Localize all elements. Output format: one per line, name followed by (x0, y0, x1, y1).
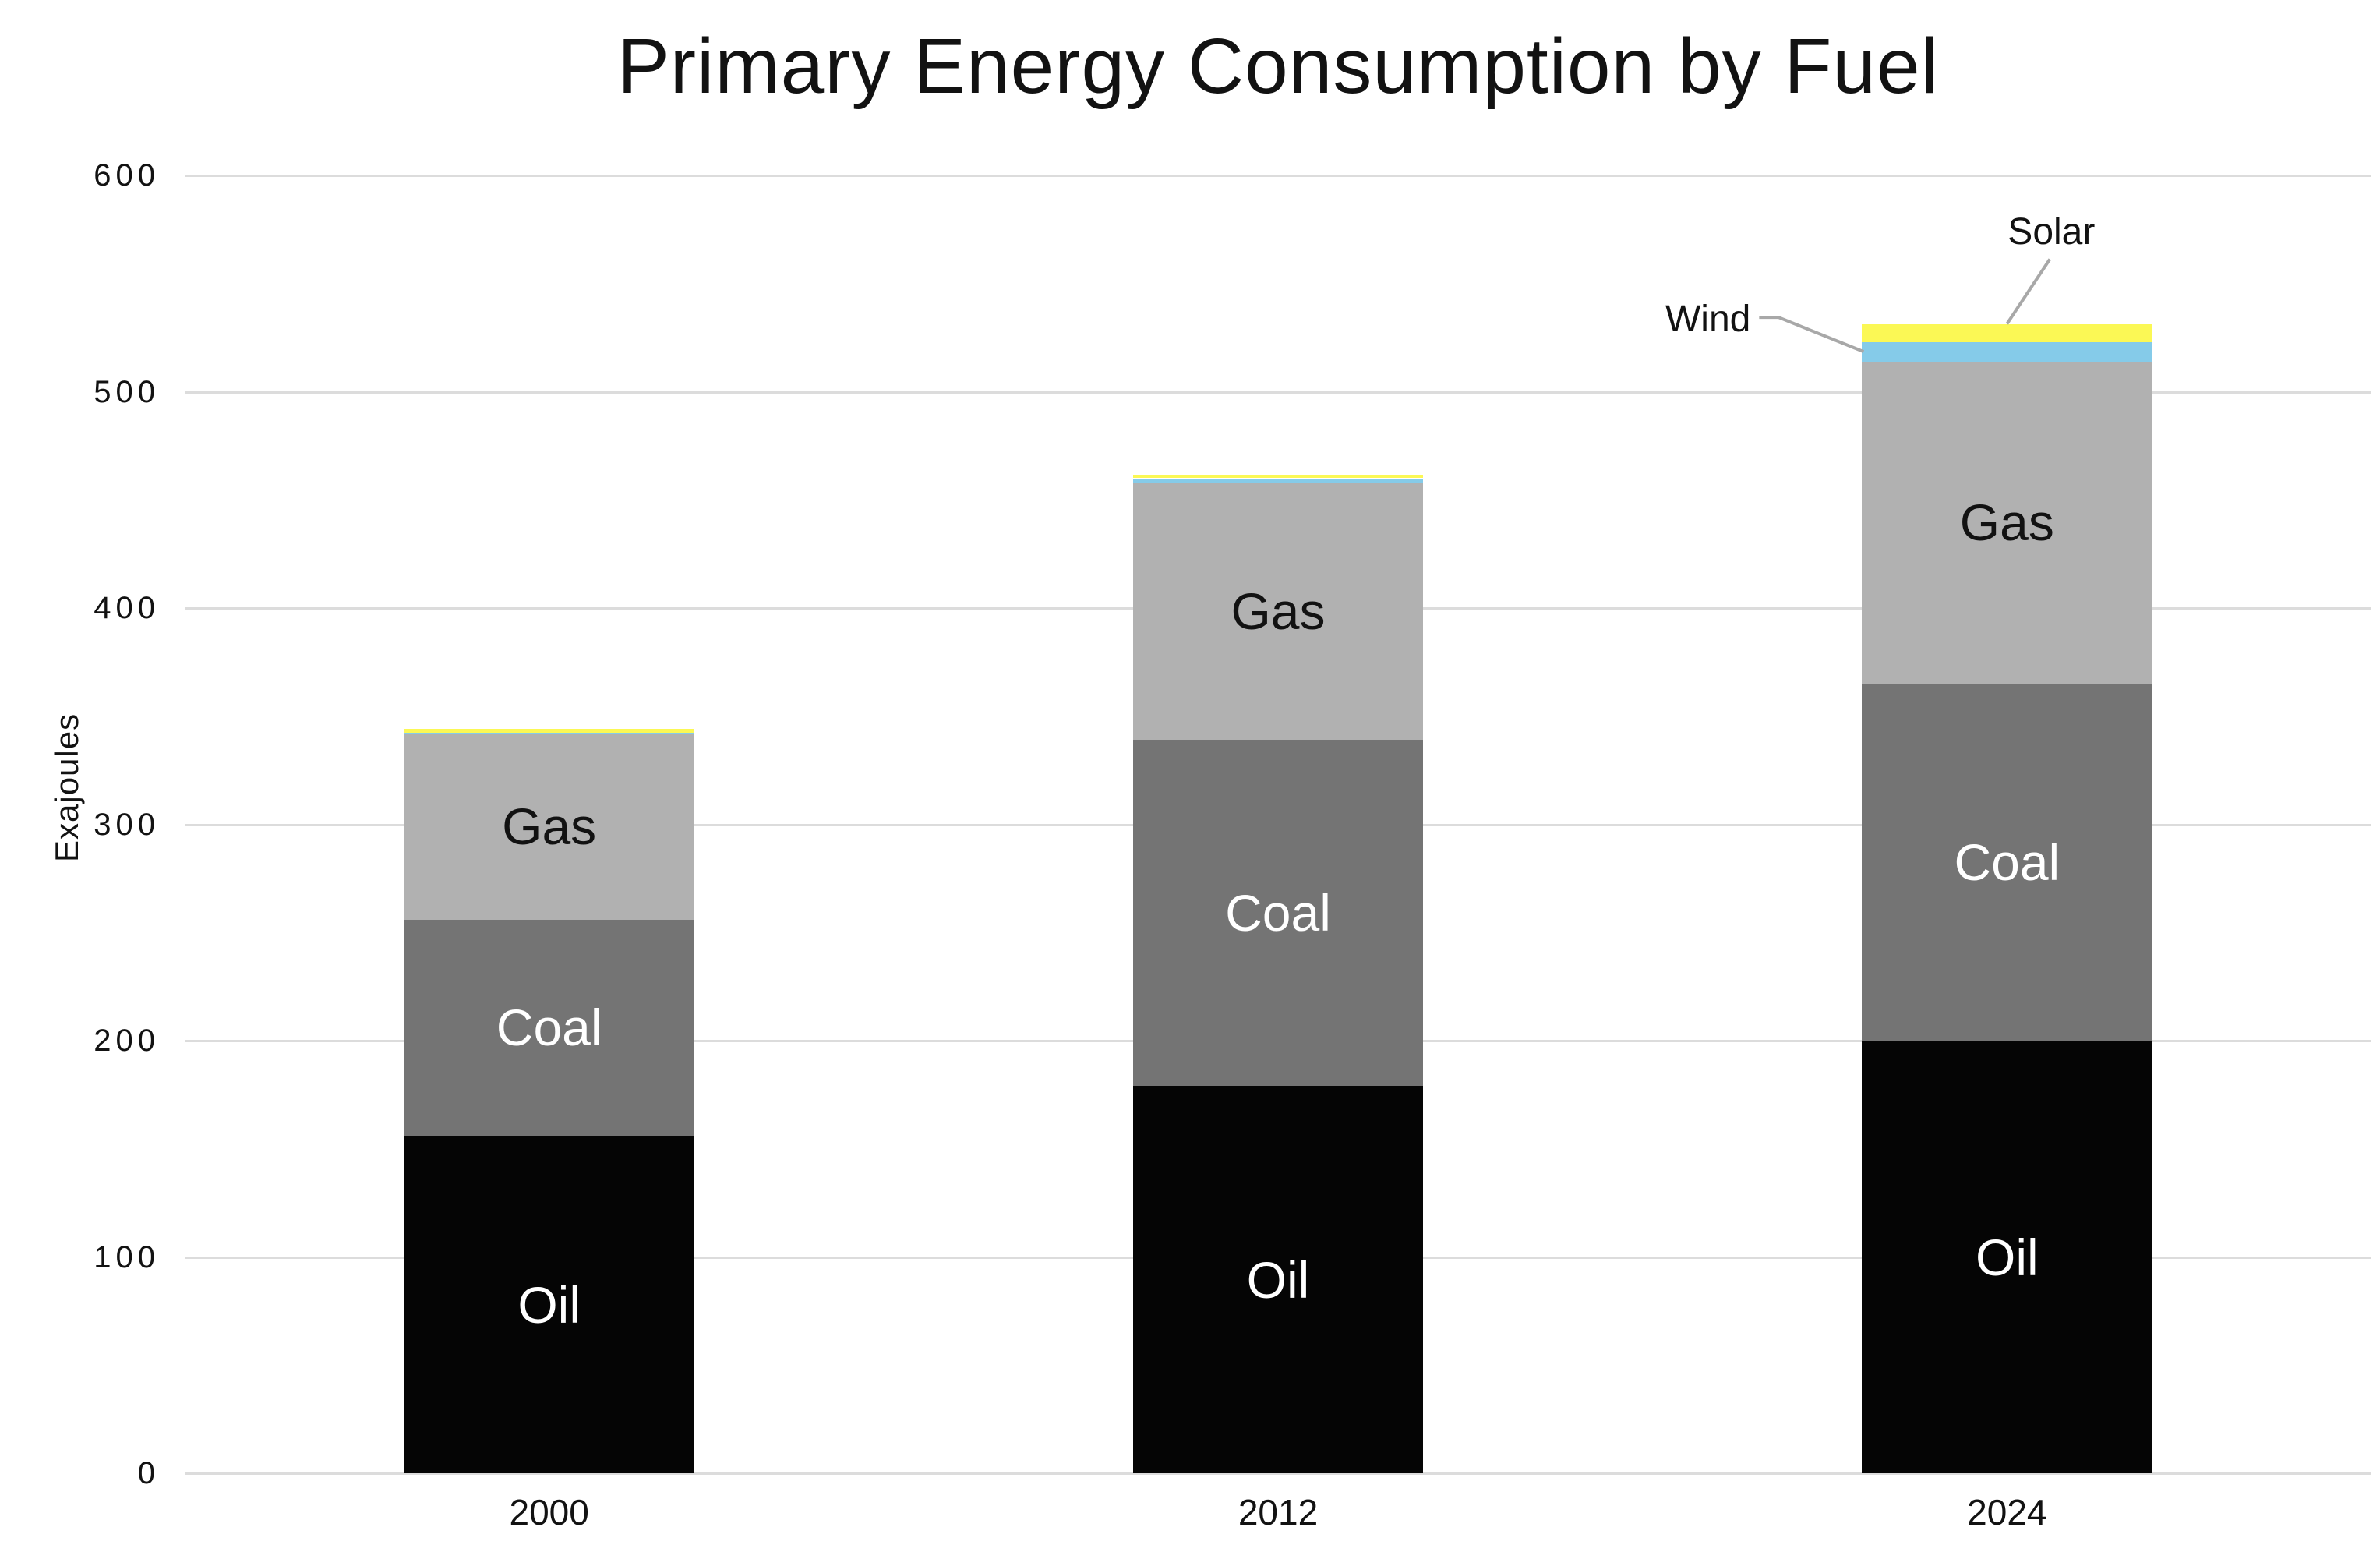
y-tick-label-600: 600 (94, 158, 160, 193)
bar-2024-segment-solar (1862, 324, 2152, 342)
y-tick-label-0: 0 (137, 1456, 160, 1490)
chart-title: Primary Energy Consumption by Fuel (617, 23, 1939, 110)
y-tick-label-500: 500 (94, 374, 160, 409)
solar-leader-line (2005, 258, 2052, 325)
x-axis-label-2000: 2000 (509, 1492, 589, 1533)
bar-2024-segment-gas (1862, 361, 2152, 684)
bar-2012-segment-gas (1133, 483, 1423, 741)
bar-2000-segment-solar (404, 729, 694, 734)
bar-2024-segment-oil (1862, 1041, 2152, 1473)
bar-2012-segment-coal (1133, 740, 1423, 1087)
x-axis-label-2024: 2024 (1967, 1492, 2047, 1533)
y-tick-label-300: 300 (94, 807, 160, 842)
solar-annotation-label: Solar (2007, 211, 2096, 253)
bar-2012-segment-solar (1133, 475, 1423, 479)
gridline-0 (185, 1472, 2371, 1475)
bar-2000-segment-gas (404, 733, 694, 920)
wind-annotation-label: Wind (1665, 299, 1751, 341)
y-tick-label-200: 200 (94, 1023, 160, 1058)
y-tick-label-100: 100 (94, 1239, 160, 1274)
y-tick-label-400: 400 (94, 591, 160, 625)
bar-2000-segment-coal (404, 919, 694, 1137)
bar-2012-segment-wind (1133, 478, 1423, 483)
bar-2024-segment-coal (1862, 684, 2152, 1041)
gridline-500 (185, 391, 2371, 394)
x-axis-label-2012: 2012 (1238, 1492, 1319, 1533)
bar-2024-segment-wind (1862, 341, 2152, 362)
bar-2000-segment-wind (404, 733, 694, 734)
gridline-600 (185, 175, 2371, 177)
wind-leader-line (1759, 316, 1865, 354)
bar-2012-segment-oil (1133, 1086, 1423, 1473)
bar-2000-segment-oil (404, 1136, 694, 1473)
